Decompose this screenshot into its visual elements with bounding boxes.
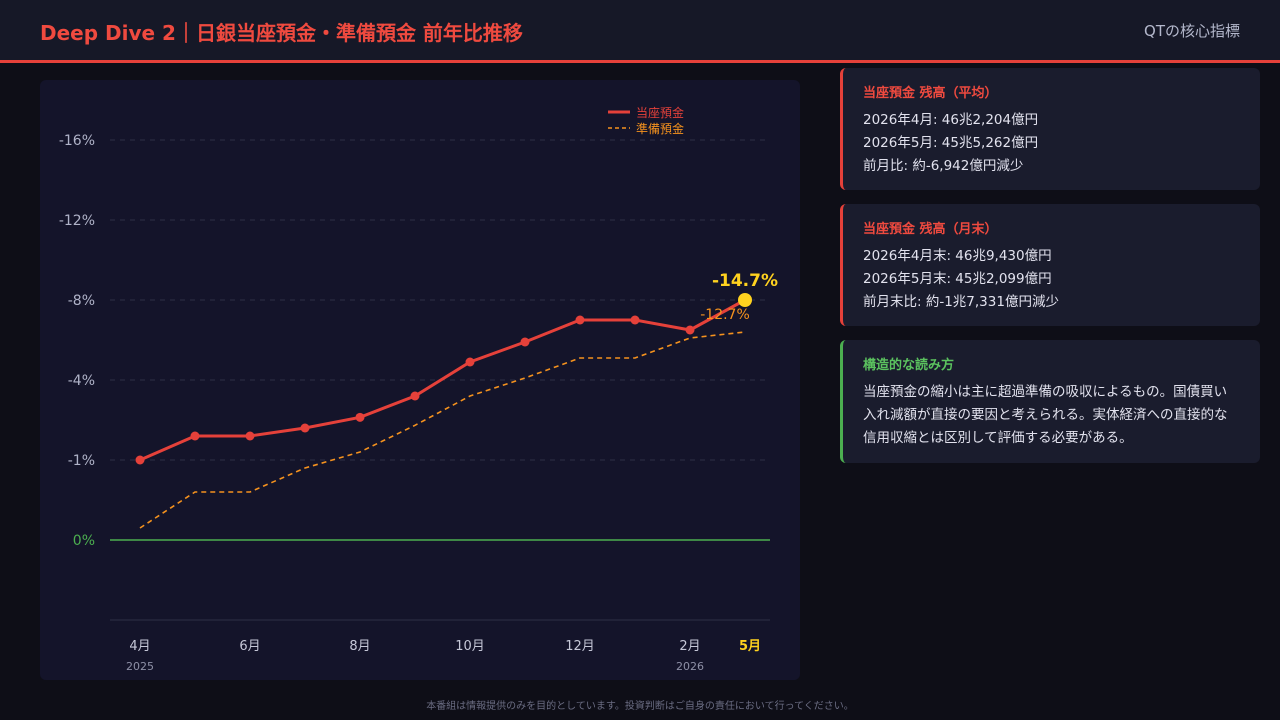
card-structural-reading: 構造的な読み方 当座預金の縮小は主に超過準備の吸収によるもの。国債買い入れ減額が… xyxy=(840,340,1260,463)
data-point xyxy=(135,455,145,465)
data-point xyxy=(630,315,640,325)
page-title: Deep Dive 2｜日銀当座預金・準備預金 前年比推移 xyxy=(40,21,523,45)
data-point xyxy=(685,325,695,335)
data-point xyxy=(575,315,585,325)
x-tick-year: 2026 xyxy=(676,660,704,673)
y-tick-label: -16% xyxy=(59,133,95,149)
y-tick-label: -4% xyxy=(68,373,95,389)
data-point xyxy=(245,431,255,441)
data-point xyxy=(520,337,530,347)
x-tick-year: 2025 xyxy=(126,660,154,673)
line-chart: 0% -1% -4% -8% -12% -16% 4月 2025 6月 8月 10月 12月 2月 202… xyxy=(59,105,778,673)
x-tick-label: 2月 xyxy=(679,639,700,654)
data-point xyxy=(465,357,475,367)
card-body: 当座預金の縮小は主に超過準備の吸収によるもの。国債買い入れ減額が直接の要因と考え… xyxy=(863,384,1228,446)
y-tick-label: -12% xyxy=(59,213,95,229)
series-line-current-deposits xyxy=(139,298,746,462)
end-label-current: -14.7% xyxy=(712,271,778,291)
card-line: 2026年4月: 46兆2,204億円 xyxy=(863,112,1039,128)
end-label-reserve: -12.7% xyxy=(700,307,750,323)
header-tag: QTの核心指標 xyxy=(1144,22,1240,40)
card-title: 構造的な読み方 xyxy=(863,358,955,373)
card-line: 前月末比: 約-1兆7,331億円減少 xyxy=(863,294,1059,310)
disclaimer: 本番組は情報提供のみを目的としています。投資判断はご自身の責任において行ってくだ… xyxy=(426,701,854,712)
x-tick-label: 6月 xyxy=(239,639,260,654)
x-tick-label: 10月 xyxy=(455,639,485,654)
y-tick-label: -8% xyxy=(68,293,95,309)
data-point xyxy=(300,423,310,433)
card-line: 2026年5月末: 45兆2,099億円 xyxy=(863,271,1052,287)
highlight-point xyxy=(738,293,752,307)
data-point xyxy=(410,391,420,401)
y-tick-label: 0% xyxy=(73,533,95,549)
card-title: 当座預金 残高（月末） xyxy=(863,222,998,237)
card-line: 前月比: 約-6,942億円減少 xyxy=(863,158,1024,174)
card-month-end-balance: 当座預金 残高（月末） 2026年4月末: 46兆9,430億円 2026年5月… xyxy=(840,204,1260,326)
x-tick-label: 5月 xyxy=(739,639,761,654)
x-tick-label: 4月 xyxy=(129,639,150,654)
card-title: 当座預金 残高（平均） xyxy=(863,86,998,101)
header-bar: Deep Dive 2｜日銀当座預金・準備預金 前年比推移 QTの核心指標 xyxy=(0,0,1280,63)
legend-label-current: 当座預金 xyxy=(636,105,684,120)
card-line: 2026年5月: 45兆5,262億円 xyxy=(863,135,1039,151)
chart-panel: 0% -1% -4% -8% -12% -16% 4月 2025 6月 8月 10月 12月 2月 202… xyxy=(40,80,800,680)
data-point xyxy=(355,412,365,422)
x-tick-label: 8月 xyxy=(349,639,370,654)
card-line: 2026年4月末: 46兆9,430億円 xyxy=(863,248,1052,264)
x-tick-label: 12月 xyxy=(565,639,595,654)
legend-label-reserve: 準備預金 xyxy=(636,121,684,136)
y-tick-label: -1% xyxy=(68,453,95,469)
card-average-balance: 当座預金 残高（平均） 2026年4月: 46兆2,204億円 2026年5月:… xyxy=(840,68,1260,190)
data-point xyxy=(190,431,200,441)
series-line-reserve-deposits xyxy=(139,331,746,529)
